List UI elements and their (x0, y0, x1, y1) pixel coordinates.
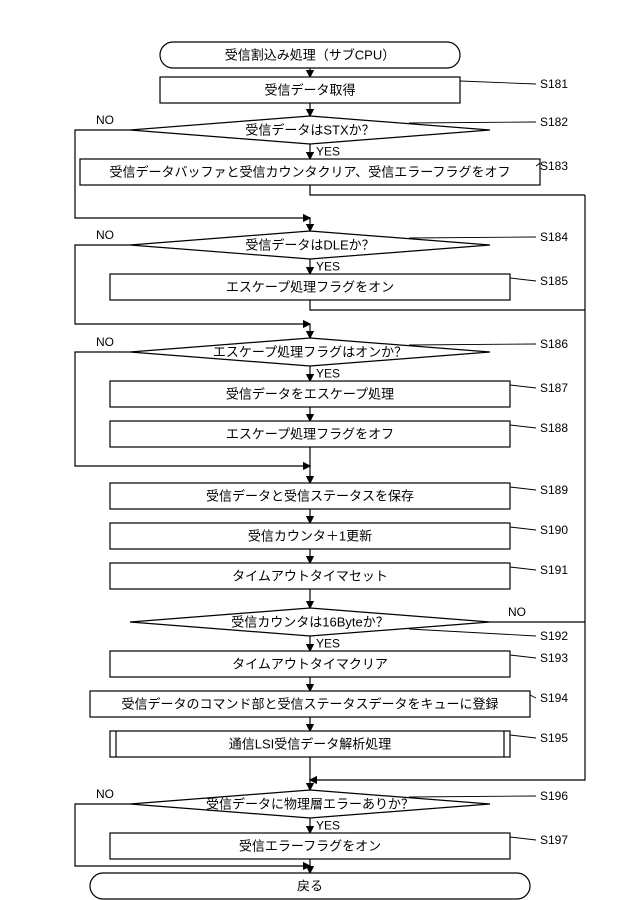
svg-text:S189: S189 (540, 483, 568, 497)
svg-text:NO: NO (96, 335, 114, 349)
svg-text:受信エラーフラグをオン: 受信エラーフラグをオン (239, 838, 381, 853)
svg-text:S185: S185 (540, 274, 568, 288)
svg-text:S195: S195 (540, 731, 568, 745)
svg-text:S192: S192 (540, 629, 568, 643)
svg-text:受信データをエスケープ処理: 受信データをエスケープ処理 (226, 386, 394, 401)
svg-text:受信データはSTXか？: 受信データはSTXか？ (245, 122, 374, 137)
svg-text:エスケープ処理フラグはオンか？: エスケープ処理フラグはオンか？ (213, 344, 407, 359)
svg-text:YES: YES (316, 145, 340, 159)
svg-text:YES: YES (316, 260, 340, 274)
svg-text:S184: S184 (540, 230, 568, 244)
flowchart: YES NO YES NO YES NO YES NO YES NO 受信割込み処理（サブCPU） 受… (0, 0, 640, 900)
svg-text:受信割込み処理（サブCPU）: 受信割込み処理（サブCPU） (225, 47, 395, 62)
svg-text:受信カウンタは16Byteか？: 受信カウンタは16Byteか？ (231, 614, 388, 629)
svg-text:受信データのコマンド部と受信ステータスデータをキューに登録: 受信データのコマンド部と受信ステータスデータをキューに登録 (121, 696, 498, 711)
svg-text:S187: S187 (540, 381, 568, 395)
svg-text:S188: S188 (540, 421, 568, 435)
svg-text:S190: S190 (540, 523, 568, 537)
svg-text:YES: YES (316, 637, 340, 651)
svg-text:YES: YES (316, 367, 340, 381)
svg-text:受信データに物理層エラーありか？: 受信データに物理層エラーありか？ (206, 796, 414, 811)
svg-text:受信データと受信ステータスを保存: 受信データと受信ステータスを保存 (206, 488, 414, 503)
svg-text:S183: S183 (540, 159, 568, 173)
svg-text:NO: NO (508, 605, 526, 619)
svg-text:戻る: 戻る (297, 878, 323, 893)
svg-text:NO: NO (96, 787, 114, 801)
svg-text:通信LSI受信データ解析処理: 通信LSI受信データ解析処理 (229, 736, 392, 751)
svg-text:受信カウンタ＋1更新: 受信カウンタ＋1更新 (248, 528, 372, 543)
svg-text:S194: S194 (540, 691, 568, 705)
svg-text:受信データ取得: 受信データ取得 (264, 82, 355, 97)
svg-text:NO: NO (96, 228, 114, 242)
svg-text:S193: S193 (540, 651, 568, 665)
svg-text:S181: S181 (540, 77, 568, 91)
svg-text:S197: S197 (540, 833, 568, 847)
svg-text:タイムアウトタイマセット: タイムアウトタイマセット (232, 568, 388, 583)
svg-text:エスケープ処理フラグをオフ: エスケープ処理フラグをオフ (226, 426, 394, 441)
svg-text:S191: S191 (540, 563, 568, 577)
svg-text:タイムアウトタイマクリア: タイムアウトタイマクリア (232, 656, 388, 671)
svg-text:NO: NO (96, 113, 114, 127)
svg-text:受信データはDLEか？: 受信データはDLEか？ (245, 237, 374, 252)
svg-text:エスケープ処理フラグをオン: エスケープ処理フラグをオン (226, 279, 394, 294)
svg-text:S182: S182 (540, 115, 568, 129)
svg-text:S186: S186 (540, 337, 568, 351)
svg-text:YES: YES (316, 819, 340, 833)
svg-text:受信データバッファと受信カウンタクリア、受信エラーフラグをオ: 受信データバッファと受信カウンタクリア、受信エラーフラグをオフ (110, 164, 511, 179)
svg-text:S196: S196 (540, 789, 568, 803)
